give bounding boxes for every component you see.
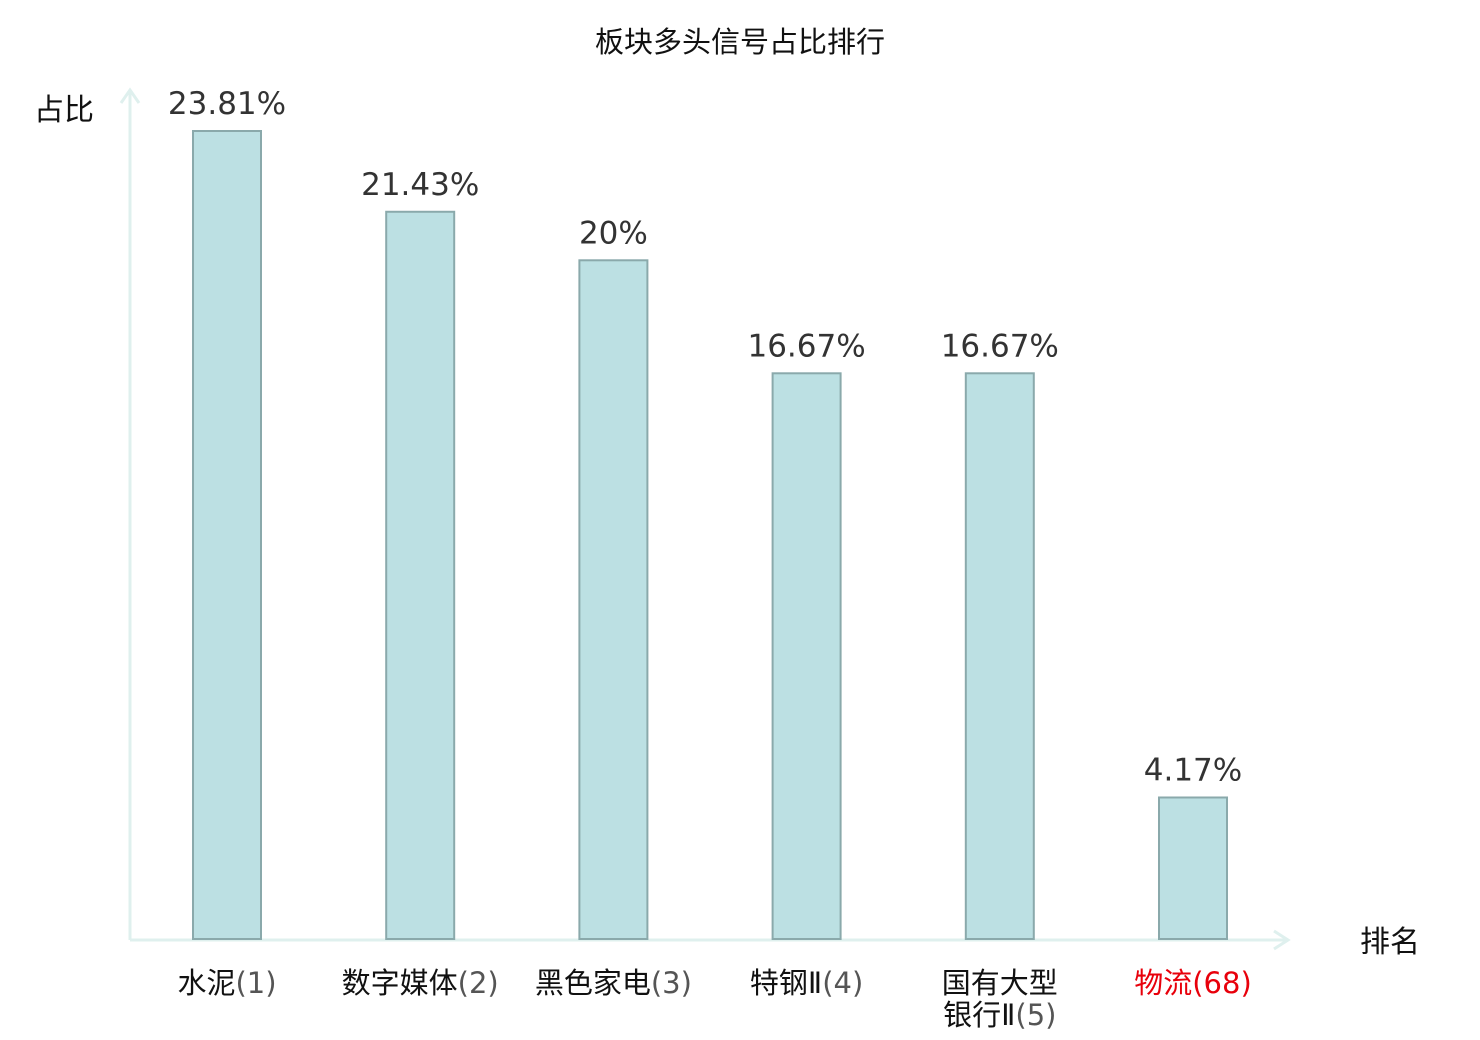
- bar-4: [771, 372, 842, 940]
- category-label-2: 数字媒体(2): [342, 966, 499, 1000]
- category-label-1: 水泥(1): [177, 966, 276, 1000]
- bar-3: [578, 259, 649, 940]
- value-label-1: 23.81%: [168, 86, 286, 122]
- bars-group: [192, 130, 1228, 941]
- bar-6: [1158, 796, 1228, 940]
- value-label-6: 4.17%: [1144, 752, 1242, 788]
- value-label-5: 16.67%: [941, 328, 1059, 364]
- category-labels-group: 水泥(1) 数字媒体(2) 黑色家电(3) 特钢Ⅱ(4) 国有大型银行Ⅱ(5) 物流(68…: [177, 966, 1251, 1032]
- x-axis: [130, 929, 1291, 951]
- bar-5: [964, 372, 1035, 940]
- value-label-4: 16.67%: [747, 328, 865, 364]
- bar-1: [192, 130, 262, 940]
- category-label-3: 黑色家电(3): [535, 966, 692, 1000]
- x-axis-label: 排名: [1360, 925, 1420, 960]
- y-axis-label: 占比: [34, 93, 94, 128]
- value-label-3: 20%: [579, 215, 648, 251]
- value-label-2: 21.43%: [361, 167, 479, 203]
- category-label-6: 物流(68): [1134, 966, 1252, 1000]
- bar-2: [385, 210, 456, 941]
- category-label-5: 国有大型银行Ⅱ(5): [942, 966, 1058, 1032]
- category-label-4: 特钢Ⅱ(4): [750, 966, 863, 1000]
- chart-title: 板块多头信号占比排行: [595, 25, 885, 59]
- y-axis: [119, 87, 141, 940]
- value-labels-group: 23.81% 21.43% 20% 16.67% 16.67% 4.17%: [168, 86, 1242, 788]
